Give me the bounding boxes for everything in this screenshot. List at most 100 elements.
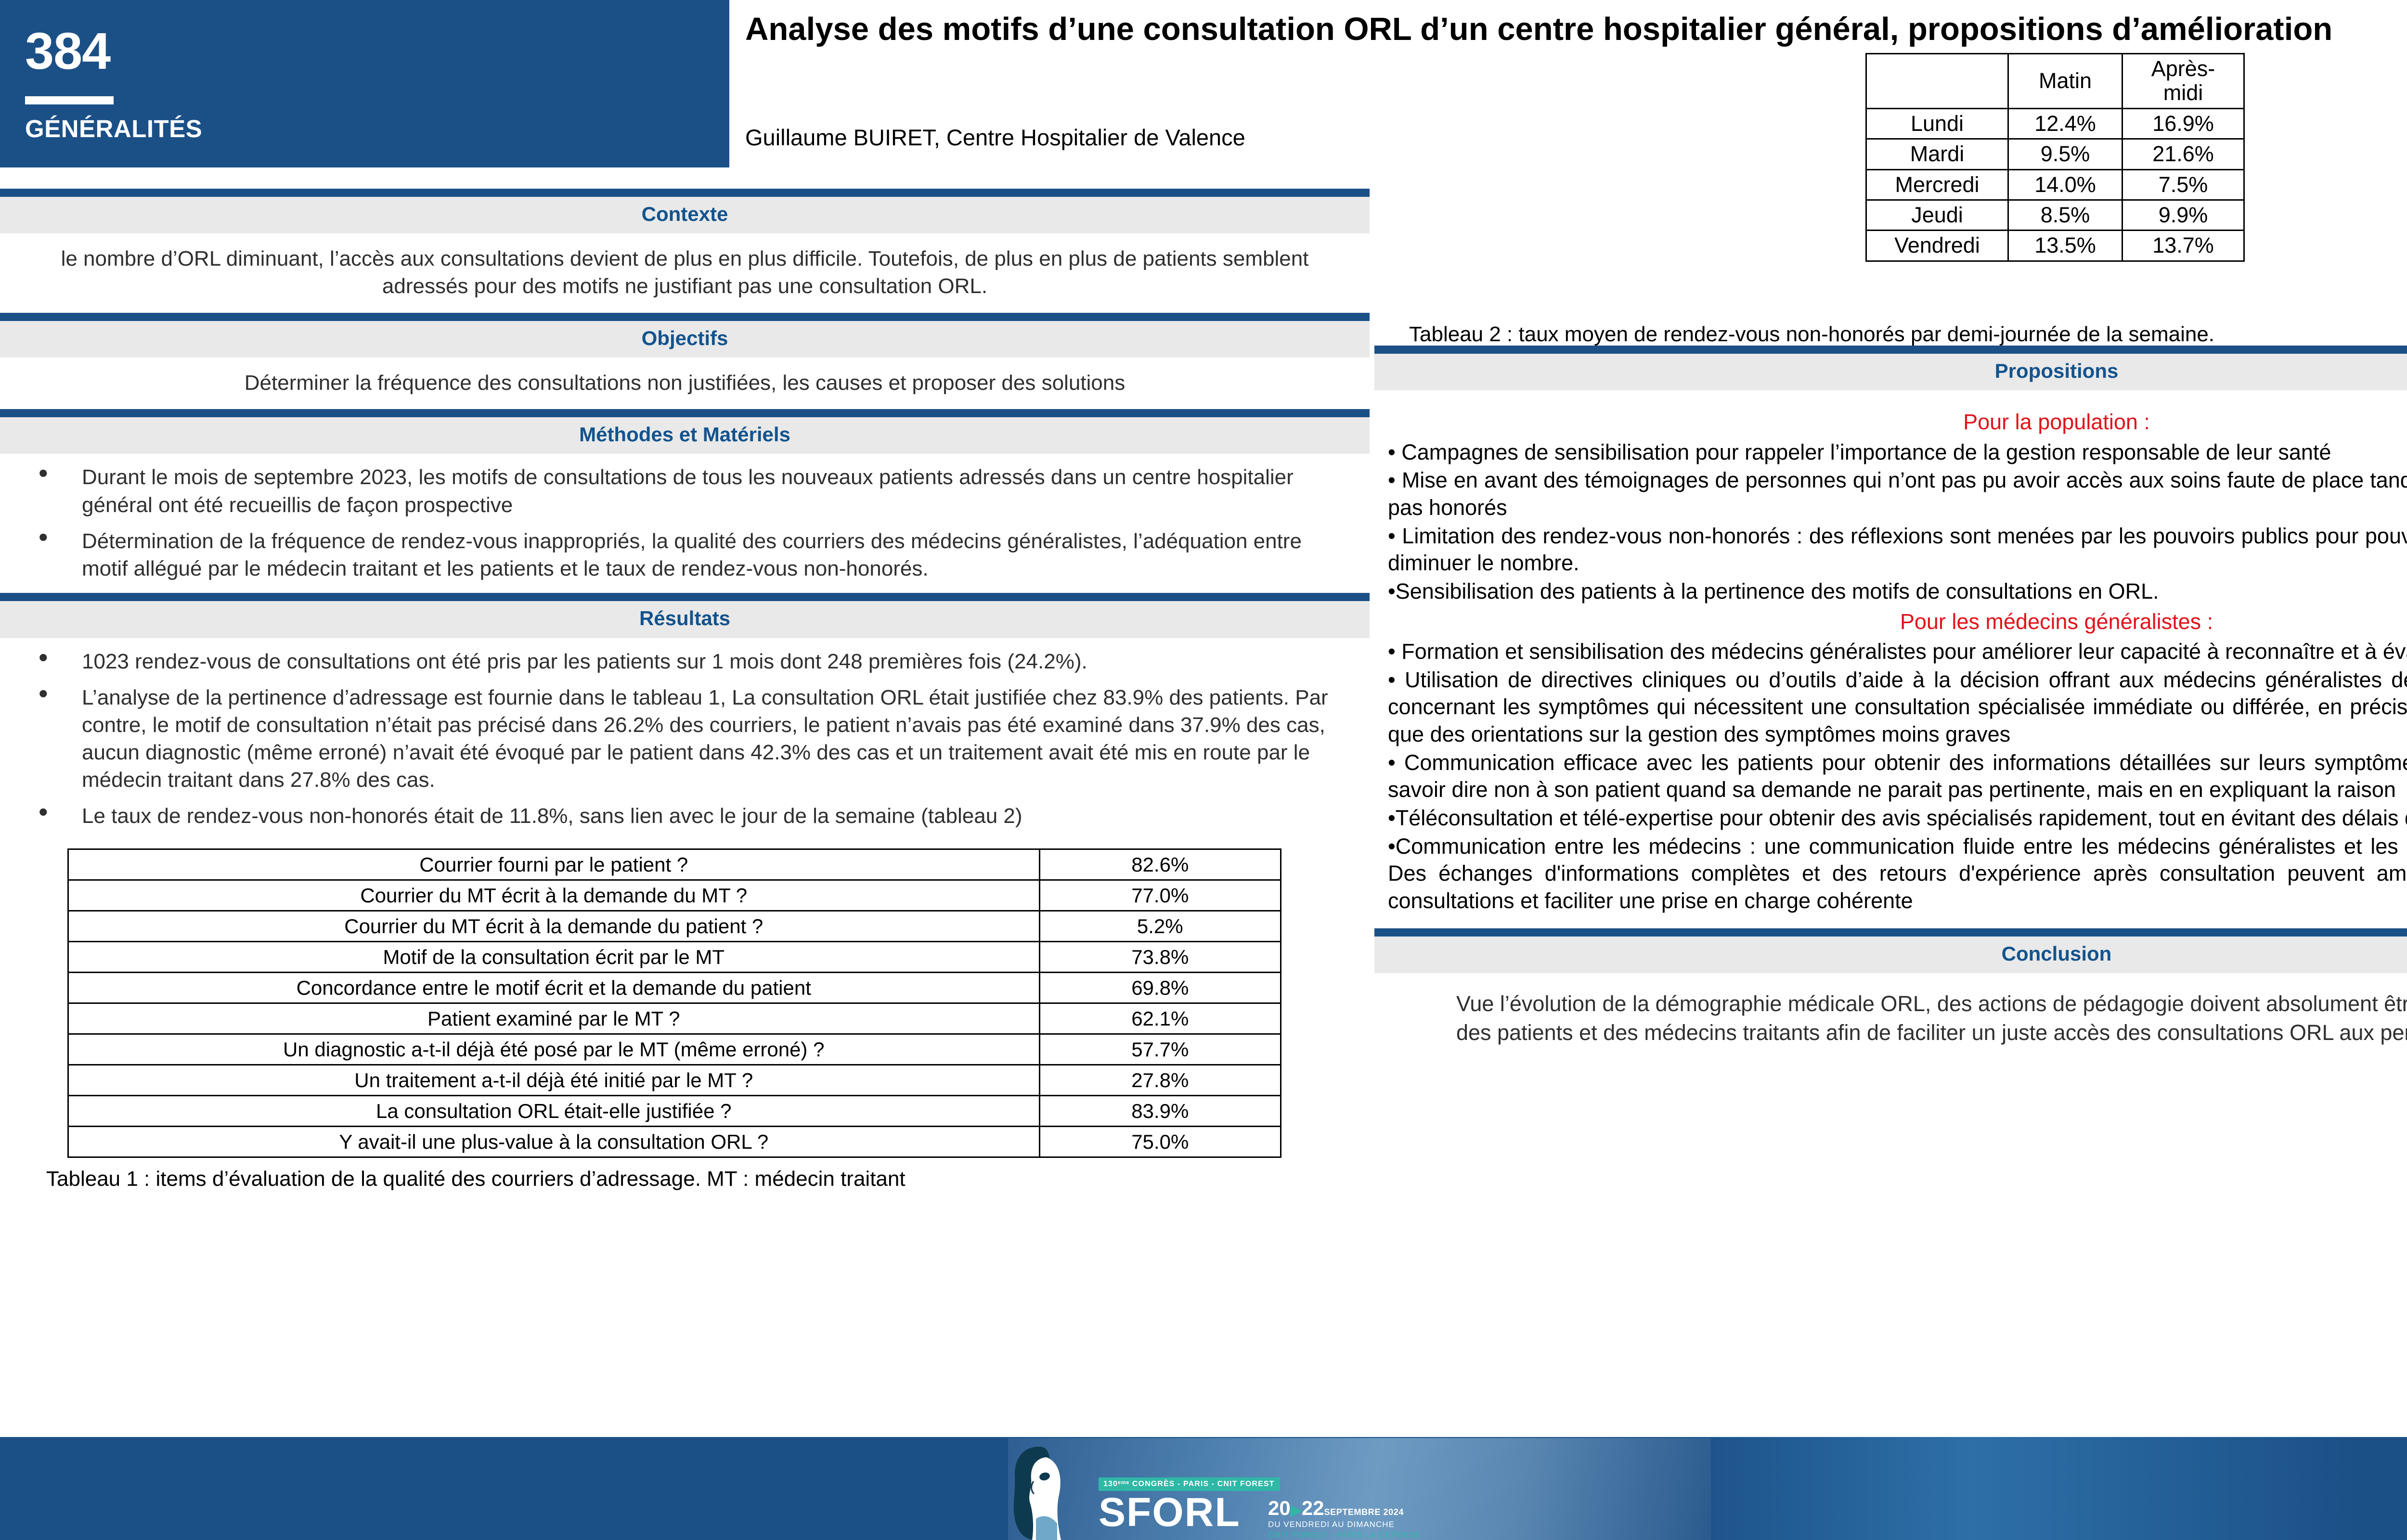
tableau2-day: Mercredi (1865, 168, 2009, 201)
propositions-subtitle-medecins: Pour les médecins généralistes : (1900, 609, 2213, 634)
tableau1-value: 77.0% (1038, 879, 1282, 911)
table-row: La consultation ORL était-elle justifiée… (67, 1094, 1282, 1127)
list-item: L’analyse de la pertinence d’adressage e… (29, 680, 1341, 794)
section-title: Conclusion (2001, 942, 2112, 965)
proposition-item: •Communication entre les médecins : une … (1388, 834, 2407, 913)
tableau1-label: Courrier du MT écrit à la demande du MT … (67, 879, 1040, 911)
tableau1-value: 83.9% (1038, 1094, 1282, 1127)
tableau1-label: Motif de la consultation écrit par le MT (67, 940, 1040, 973)
section-header: Propositions (1374, 354, 2407, 391)
arrow-icon: ▶ (1290, 1502, 1302, 1518)
tableau1-label: Concordance entre le motif écrit et la d… (67, 971, 1040, 1004)
speaker-silhouette-icon (1013, 1447, 1061, 1540)
contexte-text: le nombre d’ORL diminuant, l’accès aux c… (61, 247, 1309, 298)
tableau1-label: Un traitement a-t-il déjà été initié par… (67, 1064, 1040, 1096)
section-accent-bar (0, 189, 1370, 197)
poster-number-badge (0, 0, 729, 167)
tableau1-label: Patient examiné par le MT ? (67, 1002, 1040, 1035)
tableau1-value: 27.8% (1038, 1064, 1282, 1096)
section-header: Objectifs (0, 321, 1370, 358)
section-title: Méthodes et Matériels (579, 423, 790, 446)
table-row: Motif de la consultation écrit par le MT… (67, 940, 1282, 973)
congress-dates: 20▶22SEPTEMBRE 2024 (1268, 1498, 1404, 1518)
tableau2-col-1: Matin (2007, 53, 2123, 109)
section-title: Contexte (641, 203, 728, 225)
section-accent-bar (1374, 928, 2407, 937)
list-item: 1023 rendez-vous de consultations ont ét… (29, 643, 1341, 675)
section-resultats: Résultats 1023 rendez-vous de consultati… (0, 593, 1370, 1192)
resultats-bullet-list: 1023 rendez-vous de consultations ont ét… (0, 638, 1370, 841)
right-column: Propositions Pour la population : • Camp… (1374, 0, 2407, 1058)
tableau2-caption: Tableau 2 : taux moyen de rendez-vous no… (1409, 322, 2215, 346)
tableau1-value: 82.6% (1038, 848, 1282, 881)
section-contexte: Contexte le nombre d’ORL diminuant, l’ac… (0, 189, 1370, 313)
tableau2-col-2: Après-midi (2122, 53, 2245, 109)
proposition-item: • Utilisation de directives cliniques ou… (1388, 667, 2407, 746)
conclusion-text: Vue l’évolution de la démographie médica… (1456, 991, 2407, 1045)
tableau1-value: 57.7% (1038, 1033, 1282, 1065)
list-item: Le taux de rendez-vous non-honorés était… (29, 798, 1341, 830)
tableau2-day: Vendredi (1865, 230, 2009, 262)
section-body: Vue l’évolution de la démographie médica… (1374, 973, 2407, 1058)
tableau1-value: 75.0% (1038, 1125, 1282, 1158)
section-header: Contexte (0, 197, 1370, 234)
propositions-subtitle-population: Pour la population : (1963, 410, 2150, 435)
table-row: Jeudi 8.5% 9.9% (1865, 199, 2245, 231)
section-body: Pour la population : • Campagnes de sens… (1374, 390, 2407, 928)
tableau2-day: Lundi (1865, 107, 2009, 140)
objectifs-text: Déterminer la fréquence des consultation… (244, 371, 1126, 395)
poster-number: 384 (25, 22, 111, 80)
section-accent-bar (0, 593, 1370, 602)
tableau1-label: Un diagnostic a-t-il déjà été posé par l… (67, 1033, 1040, 1065)
table-row: Patient examiné par le MT ? 62.1% (67, 1002, 1282, 1035)
congress-venue: CNIT FOREST - PARIS LA DÉFENSE (1268, 1530, 1421, 1540)
section-propositions: Propositions Pour la population : • Camp… (1374, 346, 2407, 928)
proposition-item: • Formation et sensibilisation des médec… (1388, 639, 2407, 664)
tableau2-matin: 12.4% (2007, 107, 2123, 140)
page-title: Analyse des motifs d’une consultation OR… (745, 11, 2333, 47)
tableau2-matin: 9.5% (2007, 138, 2123, 170)
tableau1-label: La consultation ORL était-elle justifiée… (67, 1094, 1040, 1127)
badge-divider (25, 96, 114, 104)
proposition-item: • Mise en avant des témoignages de perso… (1388, 468, 2407, 520)
tableau2-apres: 7.5% (2122, 168, 2245, 201)
section-title: Objectifs (641, 326, 728, 349)
table-row: Un diagnostic a-t-il déjà été posé par l… (67, 1033, 1282, 1065)
section-body: 1023 rendez-vous de consultations ont ét… (0, 638, 1370, 1192)
date-month: SEPTEMBRE 2024 (1324, 1507, 1404, 1517)
tableau1-value: 69.8% (1038, 971, 1282, 1004)
tableau1-label: Courrier du MT écrit à la demande du pat… (67, 910, 1040, 942)
tableau2-apres: 16.9% (2122, 107, 2245, 140)
list-item: Durant le mois de septembre 2023, les mo… (29, 460, 1341, 518)
table-row: Mardi 9.5% 21.6% (1865, 138, 2245, 170)
table-row: Y avait-il une plus-value à la consultat… (67, 1125, 1282, 1158)
section-accent-bar (0, 312, 1370, 321)
tableau2: Matin Après-midi Lundi 12.4% 16.9% Mardi… (1865, 53, 2245, 262)
left-column: Contexte le nombre d’ORL diminuant, l’ac… (0, 189, 1370, 1192)
tableau2-matin: 13.5% (2007, 230, 2123, 262)
table-row: Courrier fourni par le patient ? 82.6% (67, 848, 1282, 881)
date-from: 20 (1268, 1497, 1291, 1519)
section-title: Propositions (1994, 359, 2119, 382)
congress-chip-label: 130ᵉᵐᵉ CONGRÈS - PARIS - CNIT FOREST (1099, 1477, 1280, 1491)
section-body: Déterminer la fréquence des consultation… (0, 357, 1370, 410)
section-accent-bar (1374, 346, 2407, 354)
tableau1-label: Courrier fourni par le patient ? (67, 848, 1040, 881)
section-objectifs: Objectifs Déterminer la fréquence des co… (0, 312, 1370, 410)
table-row: Mercredi 14.0% 7.5% (1865, 168, 2245, 201)
poster-category: GÉNÉRALITÉS (25, 115, 203, 142)
congress-days: DU VENDREDI AU DIMANCHE (1268, 1520, 1395, 1529)
section-header: Conclusion (1374, 936, 2407, 974)
section-accent-bar (0, 409, 1370, 418)
section-body: Durant le mois de septembre 2023, les mo… (0, 454, 1370, 593)
proposition-item: •Téléconsultation et télé-expertise pour… (1388, 806, 2407, 831)
table-row: Vendredi 13.5% 13.7% (1865, 230, 2245, 262)
table-row: Lundi 12.4% 16.9% (1865, 107, 2245, 140)
section-body: le nombre d’ORL diminuant, l’accès aux c… (0, 233, 1370, 313)
author-affiliation: Guillaume BUIRET, Centre Hospitalier de … (745, 125, 1245, 150)
list-item: Détermination de la fréquence de rendez-… (29, 524, 1341, 582)
table-row: Courrier du MT écrit à la demande du pat… (67, 910, 1282, 942)
section-methodes: Méthodes et Matériels Durant le mois de … (0, 409, 1370, 593)
tableau2-day: Mardi (1865, 138, 2009, 170)
